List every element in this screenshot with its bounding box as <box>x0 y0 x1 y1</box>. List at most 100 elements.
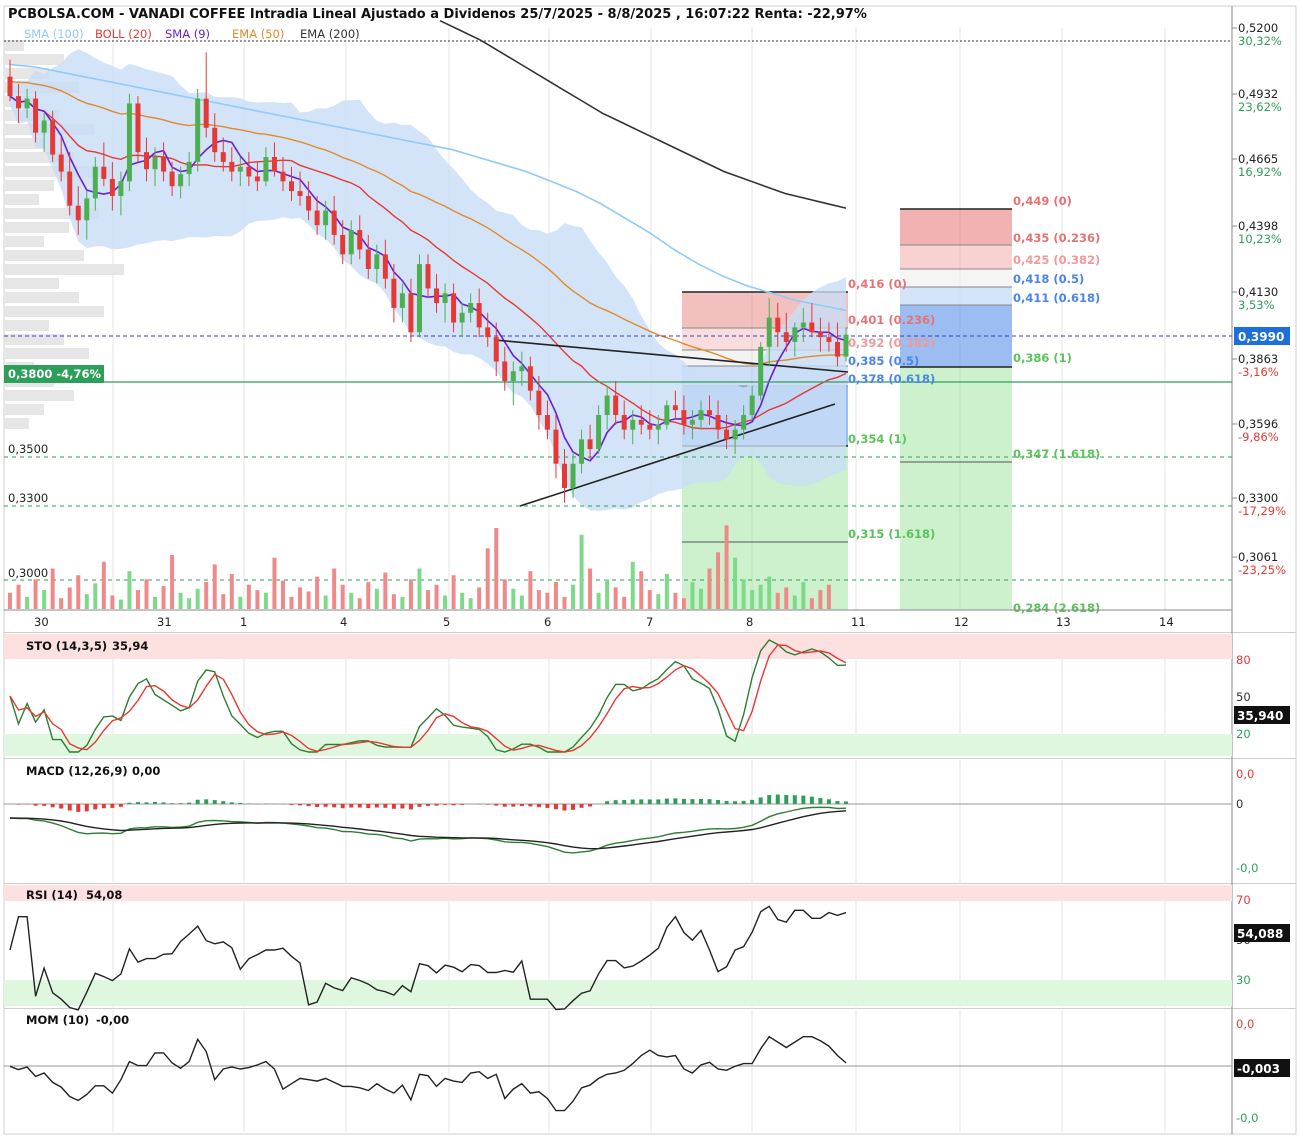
volume-bar <box>767 576 772 609</box>
candle-body <box>152 157 158 170</box>
candle-body <box>553 429 559 464</box>
volume-bar <box>161 586 166 609</box>
x-tick-label: 7 <box>646 615 653 629</box>
macd-histogram-bar <box>101 804 106 809</box>
candle-body <box>843 334 849 357</box>
volume-bar <box>246 584 251 609</box>
volume-bar <box>613 587 618 609</box>
macd-histogram-bar <box>545 804 550 808</box>
x-tick-label: 11 <box>851 615 866 629</box>
candle-body <box>118 181 124 196</box>
macd-histogram-bar <box>357 804 362 808</box>
macd-histogram-bar <box>775 794 780 804</box>
volume-profile-bar <box>4 180 54 191</box>
macd-histogram-bar <box>306 804 311 807</box>
candle-body <box>604 395 610 416</box>
fib-left-0382: 0,392 (0.382) <box>848 336 935 350</box>
macd-histogram-bar <box>400 804 405 809</box>
price-tick-label: 0,3596 <box>1238 417 1278 431</box>
macd-histogram-bar <box>340 804 345 809</box>
macd-histogram-bar <box>818 797 823 804</box>
candle-body <box>143 152 149 170</box>
volume-bar <box>434 584 439 609</box>
sto-tick-50: 50 <box>1236 690 1251 704</box>
candle-body <box>766 317 772 347</box>
macd-histogram-bar <box>724 800 729 804</box>
macd-histogram-bar <box>315 804 320 807</box>
macd-histogram-bar <box>229 802 234 804</box>
candle-body <box>638 419 644 425</box>
candle-body <box>323 210 329 226</box>
macd-histogram-bar <box>451 804 456 806</box>
candle-body <box>331 210 337 235</box>
volume-bar <box>553 582 558 609</box>
macd-histogram-bar <box>323 804 328 807</box>
price-tick-label: 0,4130 <box>1238 285 1278 299</box>
volume-bar <box>468 598 473 609</box>
macd-histogram-bar <box>391 804 396 809</box>
volume-bar <box>340 584 345 609</box>
candle-body <box>289 181 295 192</box>
macd-line <box>9 806 847 854</box>
macd-histogram-bar <box>801 795 806 804</box>
macd-histogram-bar <box>135 802 140 804</box>
macd-histogram-bar <box>460 804 465 805</box>
macd-histogram-bar <box>571 804 576 810</box>
sto-badge: 35,940 <box>1237 709 1283 723</box>
volume-bar <box>716 552 721 609</box>
candle-body <box>306 195 312 211</box>
legend-ema50: EMA (50) <box>232 27 284 41</box>
mom-label: MOM (10) <box>26 1013 89 1027</box>
candle-body <box>826 337 832 342</box>
volume-profile-bar <box>4 194 39 205</box>
volume-profile-bar <box>4 236 44 247</box>
volume-bar <box>818 590 823 609</box>
volume-bar <box>408 579 413 609</box>
volume-bar <box>153 596 158 609</box>
candle-body <box>357 230 363 250</box>
volume-bar <box>681 598 686 609</box>
macd-histogram-bar <box>741 800 746 804</box>
macd-histogram-bar <box>613 800 618 804</box>
macd-histogram-bar <box>844 801 848 804</box>
mom-panel: MOM (10) -0,00 0,0 -0,0 -0,003 <box>4 1013 1290 1125</box>
volume-bar <box>673 592 678 609</box>
volume-bar <box>571 584 576 609</box>
sto-panel: STO (14,3,5) 35,94 80 50 20 35,940 <box>4 634 1290 756</box>
volume-bar <box>511 588 516 609</box>
boll-mid-line <box>9 95 847 430</box>
volume-bar <box>707 568 712 609</box>
volume-bar <box>502 579 507 609</box>
x-tick-label: 30 <box>34 615 49 629</box>
candle-body <box>485 327 491 338</box>
price-tick-label: 0,4932 <box>1238 87 1278 101</box>
fib-right-0382: 0,425 (0.382) <box>1013 253 1100 267</box>
candle-body <box>459 312 465 323</box>
sto-tick-20: 20 <box>1236 727 1251 741</box>
volume-bar <box>332 568 337 609</box>
macd-histogram-bar <box>809 796 814 804</box>
candle-body <box>817 332 823 338</box>
fib-right-0236: 0,435 (0.236) <box>1013 231 1100 245</box>
x-tick-label: 6 <box>544 615 551 629</box>
volume-bar <box>127 571 132 609</box>
current-price-badge: 0,3990 <box>1238 330 1284 344</box>
macd-histogram-bar <box>170 803 175 804</box>
candle-body <box>698 410 704 420</box>
volume-bar <box>801 582 806 609</box>
volume-bar <box>733 557 738 609</box>
volume-bar <box>76 575 81 609</box>
macd-histogram-bar <box>784 795 789 804</box>
volume-bar <box>298 587 303 609</box>
volume-bar <box>255 590 260 609</box>
macd-histogram-bar <box>42 804 47 806</box>
volume-profile-bar <box>4 54 64 65</box>
fib-right-1: 0,386 (1) <box>1013 351 1072 365</box>
candle-body <box>297 191 303 196</box>
volume-profile-bar <box>4 348 89 359</box>
volume-bar <box>630 561 635 609</box>
volume-bar <box>67 587 72 609</box>
rsi-tick-70: 70 <box>1236 893 1251 907</box>
volume-bar <box>647 590 652 609</box>
